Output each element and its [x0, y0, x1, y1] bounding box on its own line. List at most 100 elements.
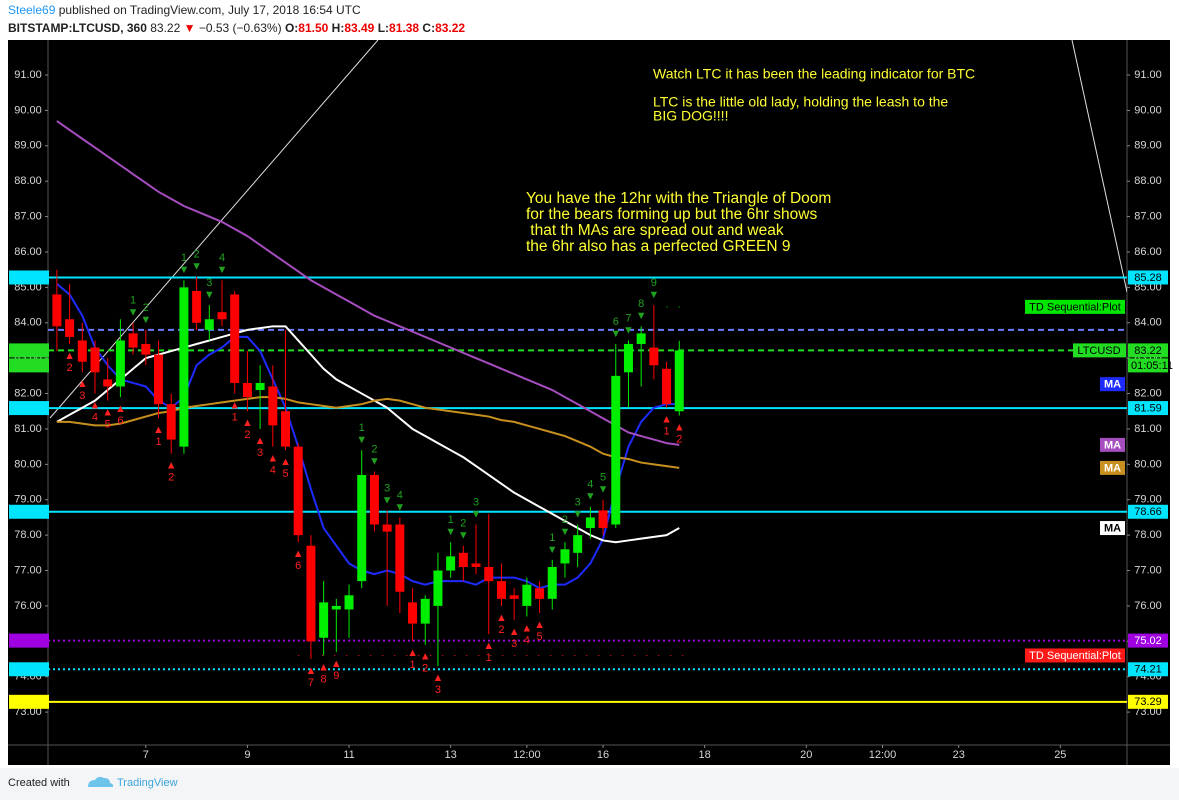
moving-average [56, 325, 680, 544]
td-arrow: ▼ [458, 530, 469, 542]
ma-tag: MA [1104, 439, 1121, 451]
candle-body [662, 368, 672, 405]
footer-created: Created with [8, 777, 70, 789]
ma-tag-bg [1100, 460, 1125, 475]
y-tick-label: 77.00 [14, 564, 42, 576]
symbol-line: BITSTAMP:LTCUSD, 360 83.22 ▼ −0.53 (−0.6… [8, 21, 465, 35]
candle-body [179, 287, 189, 447]
td-buy-count: 4 [524, 634, 530, 646]
y-tick-label: 80.00 [1134, 458, 1162, 470]
candle-body [585, 517, 595, 529]
td-arrow: ▲ [661, 414, 672, 426]
td-sell-count: 1 [359, 422, 365, 434]
annotation: BIG DOG!!!! [653, 108, 728, 124]
last-price: 83.22 [150, 21, 180, 35]
td-buy-count: 4 [92, 411, 98, 423]
level-label: 73.29 [1134, 696, 1162, 708]
candle-body [611, 375, 621, 525]
candle-body [77, 340, 87, 362]
author[interactable]: Steele69 [8, 3, 56, 17]
candle-body [103, 379, 113, 387]
candle-body [230, 294, 240, 383]
td-sell-count: 6 [613, 316, 619, 328]
x-tick-label: 18 [699, 749, 711, 761]
td-buy-count: 2 [168, 472, 174, 484]
td-buy-count: 2 [422, 663, 428, 675]
td-arrow: ▼ [636, 310, 647, 322]
level-label-bg [9, 633, 49, 648]
candle-body [446, 556, 456, 571]
candle-body [192, 290, 202, 323]
td-arrow: ▲ [432, 672, 443, 684]
ohlc-o: 81.50 [298, 21, 328, 35]
td-arrow: ▲ [102, 407, 113, 419]
td-sell-count: 7 [625, 312, 631, 324]
candle-body [306, 545, 316, 642]
td-sell-count: 1 [181, 252, 187, 264]
td-buy-count: 2 [498, 624, 504, 636]
candle-body [344, 595, 354, 610]
candle-body [268, 386, 278, 426]
td-arrow: ▼ [648, 289, 659, 301]
td-arrow: ▼ [560, 526, 571, 538]
td-sell-count: 2 [194, 249, 200, 261]
y-tick-label: 91.00 [1134, 69, 1162, 81]
ohlc-c-key: C: [422, 21, 435, 35]
change: −0.53 (−0.63%) [199, 21, 282, 35]
y-tick-label: 84.00 [14, 317, 42, 329]
td-arrow: ▼ [204, 289, 215, 301]
ohlc-l: 81.38 [389, 21, 419, 35]
candle-body [52, 294, 62, 327]
td-buy-count: 3 [511, 638, 517, 650]
level-label-bg [1128, 270, 1168, 285]
td-arrow: ▼ [128, 307, 139, 319]
y-tick-label: 89.00 [1134, 140, 1162, 152]
plot-area: ▲2▲3▲4 ▲5▲6▼1▼2▲1▲2▼1▼2▼3▼4▲1 ▲2 ▲3 ▲4▲5▲6▲7… [48, 40, 1127, 703]
y-tick-label: 80.00 [14, 458, 42, 470]
candle-body [331, 605, 341, 610]
td-sell-count: 5 [600, 472, 606, 484]
candle-body [204, 319, 214, 330]
candle-body [560, 549, 570, 564]
candle-body [420, 598, 430, 624]
level-label-bg [1128, 504, 1168, 519]
y-tick-label: 84.00 [1134, 317, 1162, 329]
candle-body [522, 584, 532, 606]
td-arrow: ▲ [242, 417, 253, 429]
td-plot-tag-bg [1025, 648, 1125, 663]
td-arrow: ▼ [178, 264, 189, 276]
td-buy-count: 1 [232, 411, 238, 423]
level-label-bg [1128, 633, 1168, 648]
td-arrow: ▲ [509, 626, 520, 638]
candle-body [547, 566, 557, 599]
x-tick-label: 11 [343, 749, 354, 761]
annotation: You have the 12hr with the Triangle of D… [526, 190, 831, 207]
td-arrow: ▲ [166, 460, 177, 472]
td-arrow: ▲ [496, 612, 507, 624]
chart-background [8, 40, 1170, 765]
td-arrow: ▼ [369, 455, 380, 467]
td-buy-count: 3 [435, 684, 441, 696]
td-arrow: ▲ [90, 399, 101, 411]
candle-body [369, 474, 379, 525]
y-tick-label: 90.00 [1134, 104, 1162, 116]
candle-body [636, 333, 646, 345]
x-tick-label: 13 [445, 749, 457, 761]
trend-line [49, 40, 379, 419]
td-buy-count: 4 [270, 465, 276, 477]
y-tick-label: 90.00 [14, 104, 42, 116]
footer-brand[interactable]: TradingView [117, 777, 178, 789]
td-sell-count: 3 [575, 496, 581, 508]
td-arrow: ▲ [318, 661, 329, 673]
td-arrow: ▼ [191, 261, 202, 273]
td-sell-count: 2 [143, 302, 149, 314]
ma-tag-bg [1100, 521, 1125, 536]
td-sell-count: 9 [651, 277, 657, 289]
annotation: for the bears forming up but the 6hr sho… [526, 206, 817, 223]
td-sell-count: 3 [384, 482, 390, 494]
candle-body [509, 595, 519, 599]
td-buy-count: 1 [664, 426, 670, 438]
level-label-bg [9, 662, 49, 677]
td-buy-count: 2 [676, 433, 682, 445]
